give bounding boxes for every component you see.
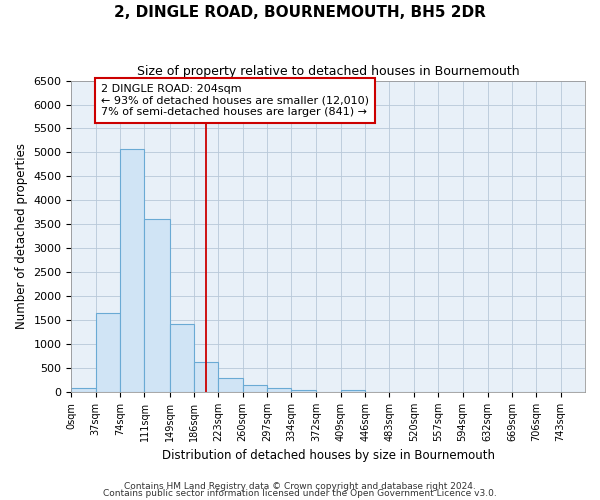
Text: 2 DINGLE ROAD: 204sqm
← 93% of detached houses are smaller (12,010)
7% of semi-d: 2 DINGLE ROAD: 204sqm ← 93% of detached … [101, 84, 369, 117]
Text: 2, DINGLE ROAD, BOURNEMOUTH, BH5 2DR: 2, DINGLE ROAD, BOURNEMOUTH, BH5 2DR [114, 5, 486, 20]
Y-axis label: Number of detached properties: Number of detached properties [15, 143, 28, 329]
Title: Size of property relative to detached houses in Bournemouth: Size of property relative to detached ho… [137, 65, 520, 78]
Text: Contains HM Land Registry data © Crown copyright and database right 2024.: Contains HM Land Registry data © Crown c… [124, 482, 476, 491]
Bar [267, 388, 292, 392]
Bar [194, 362, 218, 392]
Bar [218, 378, 242, 392]
Bar [170, 324, 194, 392]
Text: Contains public sector information licensed under the Open Government Licence v3: Contains public sector information licen… [103, 489, 497, 498]
Bar [242, 385, 267, 392]
Bar [341, 390, 365, 392]
Bar [71, 388, 96, 392]
Bar [96, 313, 120, 392]
Bar [145, 220, 170, 392]
Bar [292, 390, 316, 392]
Bar [120, 148, 145, 392]
X-axis label: Distribution of detached houses by size in Bournemouth: Distribution of detached houses by size … [162, 450, 495, 462]
